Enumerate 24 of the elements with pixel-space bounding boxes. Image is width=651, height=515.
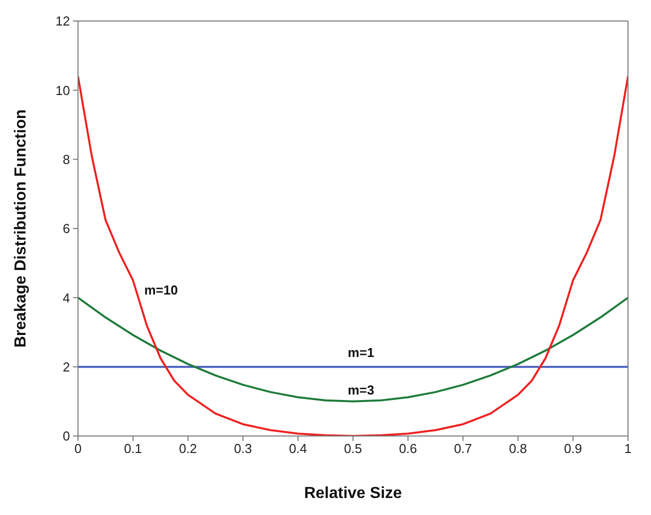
x-tick-label: 0.1 [124, 441, 142, 456]
y-tick-label: 8 [62, 152, 70, 167]
x-tick-label: 0.9 [564, 441, 582, 456]
y-tick-label: 2 [62, 359, 70, 374]
x-tick-label: 0.8 [508, 441, 528, 456]
x-tick-label: 0.3 [234, 441, 252, 456]
y-tick-label: 12 [56, 14, 70, 29]
x-tick-label: 1 [624, 441, 632, 456]
x-tick-label: 0.2 [178, 441, 198, 456]
y-axis-title: Breakage Distribution Function [12, 109, 30, 348]
line-series [78, 296, 628, 402]
x-tick-label: 0.6 [398, 441, 418, 456]
x-tick-label: 0 [74, 441, 82, 456]
y-tick-label: 0 [62, 428, 70, 444]
series-label: m=3 [348, 382, 374, 398]
y-tick-label: 6 [62, 221, 70, 236]
series-label: m=10 [144, 282, 178, 298]
x-tick-label: 0.5 [344, 441, 362, 456]
x-tick-label: 0.4 [288, 441, 308, 456]
x-tick-label: 0.7 [454, 441, 472, 456]
x-axis-title: Relative Size [304, 485, 402, 502]
y-tick-label: 10 [56, 82, 70, 98]
series-label: m=1 [348, 344, 374, 360]
y-tick-label: 4 [62, 290, 70, 306]
